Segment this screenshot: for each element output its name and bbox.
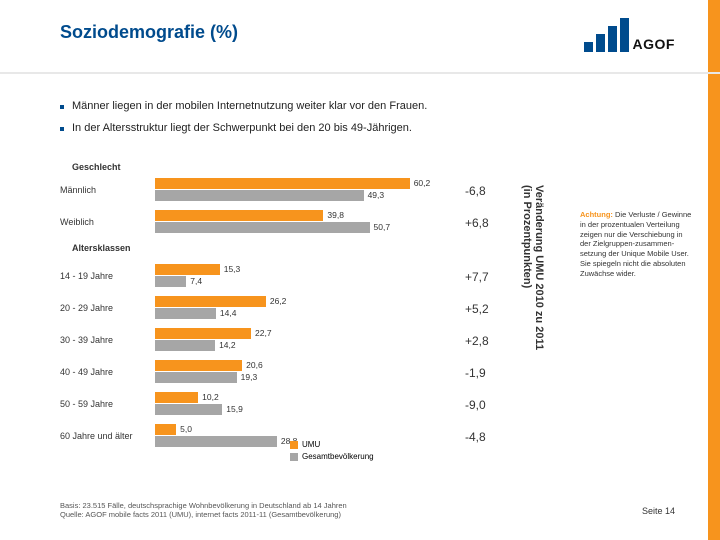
row-label: 60 Jahre und älter [60, 431, 155, 441]
bar-gesamt [155, 190, 364, 201]
chart-row: 14 - 19 Jahre 15,3 7,4 [60, 261, 440, 291]
chart-row: 20 - 29 Jahre 26,2 14,4 [60, 293, 440, 323]
value-gesamt: 15,9 [226, 404, 243, 414]
legend-item-umu: UMU [290, 440, 374, 449]
legend-swatch-umu [290, 441, 298, 449]
row-label: 14 - 19 Jahre [60, 271, 155, 281]
change-value: -9,0 [465, 389, 525, 421]
bar-umu [155, 392, 198, 403]
chart-row: 50 - 59 Jahre 10,2 15,9 [60, 389, 440, 419]
chart-row: 60 Jahre und älter5,028,8 [60, 421, 440, 451]
bar-gesamt [155, 222, 370, 233]
legend-swatch-gesamt [290, 453, 298, 461]
chart-row: Weiblich 39,8 50,7 [60, 207, 440, 237]
section-age: Altersklassen [72, 243, 131, 253]
chart-row: 30 - 39 Jahre 22,7 14,2 [60, 325, 440, 355]
title-divider [0, 72, 720, 74]
change-value: +5,2 [465, 293, 525, 325]
footer-line: Basis: 23.515 Fälle, deutschsprachige Wo… [60, 501, 347, 511]
bullet-item: Männer liegen in der mobilen Internetnut… [60, 100, 660, 112]
bar-umu [155, 360, 242, 371]
row-label: Männlich [60, 185, 155, 195]
row-bars: 26,2 14,4 [155, 293, 440, 323]
change-value: -4,8 [465, 421, 525, 453]
bar-gesamt [155, 404, 222, 415]
chart-row: Männlich 60,2 49,3 [60, 175, 440, 205]
value-gesamt: 19,3 [241, 372, 258, 382]
bar-umu [155, 264, 220, 275]
bar-umu [155, 296, 266, 307]
value-umu: 10,2 [202, 392, 219, 402]
row-bars: 20,6 19,3 [155, 357, 440, 387]
bar-gesamt [155, 340, 215, 351]
page-title: Soziodemografie (%) [60, 22, 238, 43]
row-bars: 22,7 14,2 [155, 325, 440, 355]
footer-line: Quelle: AGOF mobile facts 2011 (UMU), in… [60, 510, 347, 520]
legend-label-gesamt: Gesamtbevölkerung [302, 452, 374, 461]
logo: AGOF [584, 18, 675, 52]
bullet-list: Männer liegen in der mobilen Internetnut… [60, 100, 660, 144]
row-label: 30 - 39 Jahre [60, 335, 155, 345]
bar-gesamt [155, 308, 216, 319]
value-gesamt: 14,4 [220, 308, 237, 318]
row-bars: 60,2 49,3 [155, 175, 440, 205]
row-label: Weiblich [60, 217, 155, 227]
logo-bars [584, 18, 629, 52]
footer: Basis: 23.515 Fälle, deutschsprachige Wo… [60, 501, 347, 521]
bullet-item: In der Altersstruktur liegt der Schwerpu… [60, 122, 660, 134]
change-value: +7,7 [465, 261, 525, 293]
bar-umu [155, 178, 410, 189]
warning-box: Achtung: Die Verluste / Gewinne in der p… [580, 210, 695, 278]
rot-line1: Veränderung UMU 2010 zu 2011 [533, 185, 545, 350]
page-number: Seite 14 [642, 506, 675, 516]
value-umu: 60,2 [414, 178, 431, 188]
value-gesamt: 50,7 [374, 222, 391, 232]
warning-heading: Achtung: [580, 210, 613, 219]
row-bars: 15,3 7,4 [155, 261, 440, 291]
bar-gesamt [155, 372, 237, 383]
value-umu: 39,8 [327, 210, 344, 220]
value-gesamt: 14,2 [219, 340, 236, 350]
chart-row: 40 - 49 Jahre 20,6 19,3 [60, 357, 440, 387]
value-umu: 22,7 [255, 328, 272, 338]
row-bars: 10,2 15,9 [155, 389, 440, 419]
change-value: -6,8 [465, 175, 525, 207]
side-stripe [708, 0, 720, 540]
row-label: 20 - 29 Jahre [60, 303, 155, 313]
bar-umu [155, 328, 251, 339]
warning-body: Die Verluste / Gewinne in der prozentual… [580, 210, 691, 278]
value-gesamt: 7,4 [190, 276, 202, 286]
change-column: -6,8+6,8 +7,7+5,2+2,8-1,9-9,0-4,8 [465, 175, 525, 453]
bar-umu [155, 424, 176, 435]
value-umu: 15,3 [224, 264, 241, 274]
bar-umu [155, 210, 323, 221]
bar-gesamt [155, 276, 186, 287]
legend: UMU Gesamtbevölkerung [290, 440, 374, 461]
rot-line2: (in Prozentpunkten) [521, 185, 533, 288]
bar-chart: Männlich 60,2 49,3 Weiblich 39,8 50,7 14 - 19 … [60, 175, 440, 453]
legend-item-gesamt: Gesamtbevölkerung [290, 452, 374, 461]
rotated-axis-label: Veränderung UMU 2010 zu 2011 (in Prozent… [521, 185, 545, 435]
legend-label-umu: UMU [302, 440, 320, 449]
value-gesamt: 49,3 [368, 190, 385, 200]
row-bars: 39,8 50,7 [155, 207, 440, 237]
change-value: +2,8 [465, 325, 525, 357]
value-umu: 20,6 [246, 360, 263, 370]
bar-gesamt [155, 436, 277, 447]
value-umu: 26,2 [270, 296, 287, 306]
row-label: 50 - 59 Jahre [60, 399, 155, 409]
value-umu: 5,0 [180, 424, 192, 434]
row-label: 40 - 49 Jahre [60, 367, 155, 377]
change-value: -1,9 [465, 357, 525, 389]
section-gender: Geschlecht [72, 162, 121, 172]
logo-text: AGOF [633, 36, 675, 52]
change-value: +6,8 [465, 207, 525, 239]
